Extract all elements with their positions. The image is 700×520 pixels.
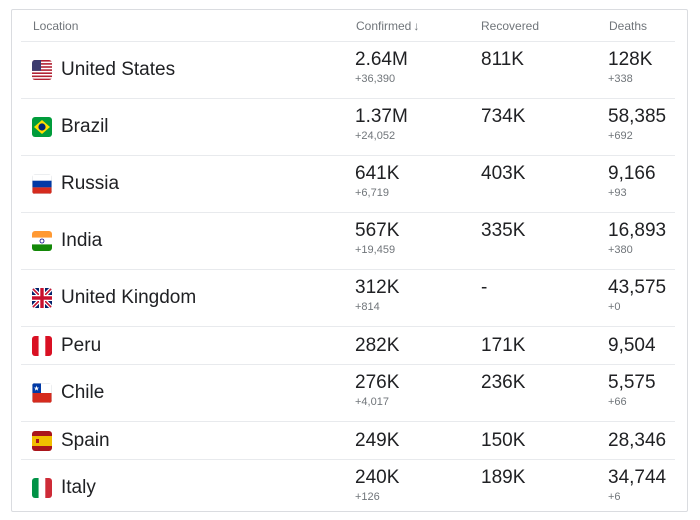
table-row[interactable]: United Kingdom 312K +814 - 43,575 +0 bbox=[21, 270, 675, 327]
confirmed-delta: +24,052 bbox=[355, 130, 396, 142]
table-row[interactable]: Brazil 1.37M +24,052 734K 58,385 +692 bbox=[21, 99, 675, 156]
deaths-delta: +380 bbox=[608, 244, 633, 256]
deaths-delta: +338 bbox=[608, 73, 633, 85]
confirmed-value: 312K bbox=[355, 277, 400, 298]
recovered-value: 335K bbox=[481, 220, 526, 241]
confirmed-value: 2.64M bbox=[355, 49, 408, 70]
country-name: Peru bbox=[61, 335, 102, 356]
table-row[interactable]: Russia 641K +6,719 403K 9,166 +93 bbox=[21, 156, 675, 213]
country-name: Chile bbox=[61, 382, 105, 403]
confirmed-delta: +6,719 bbox=[355, 187, 389, 199]
recovered-value: - bbox=[481, 277, 488, 298]
country-name: Russia bbox=[61, 173, 120, 194]
spain-flag-icon bbox=[32, 431, 52, 451]
deaths-delta: +0 bbox=[608, 301, 621, 313]
confirmed-delta: +126 bbox=[355, 491, 380, 503]
arrow-down-icon: ↓ bbox=[413, 19, 420, 33]
confirmed-value: 641K bbox=[355, 163, 400, 184]
confirmed-value: 249K bbox=[355, 430, 400, 451]
deaths-delta: +692 bbox=[608, 130, 633, 142]
deaths-value: 128K bbox=[608, 49, 653, 70]
russia-flag-icon bbox=[32, 174, 52, 194]
deaths-value: 58,385 bbox=[608, 106, 667, 127]
deaths-delta: +93 bbox=[608, 187, 627, 199]
peru-flag-icon bbox=[32, 336, 52, 356]
recovered-value: 811K bbox=[481, 49, 524, 70]
recovered-value: 403K bbox=[481, 163, 526, 184]
country-name: Spain bbox=[61, 430, 110, 451]
recovered-value: 189K bbox=[481, 467, 526, 488]
stats-table-card bbox=[11, 9, 688, 512]
table-row[interactable]: Spain 249K 150K 28,346 bbox=[21, 422, 675, 460]
uk-flag-icon bbox=[32, 288, 52, 308]
confirmed-value: 567K bbox=[355, 220, 400, 241]
table-row[interactable]: Peru 282K 171K 9,504 bbox=[21, 327, 675, 365]
column-header-confirmed-label: Confirmed bbox=[356, 19, 412, 33]
deaths-value: 9,504 bbox=[608, 335, 656, 356]
country-name: India bbox=[61, 230, 103, 251]
deaths-value: 34,744 bbox=[608, 467, 667, 488]
country-name: United States bbox=[61, 59, 176, 80]
deaths-value: 16,893 bbox=[608, 220, 667, 241]
confirmed-value: 276K bbox=[355, 372, 400, 393]
italy-flag-icon bbox=[32, 478, 52, 498]
deaths-value: 43,575 bbox=[608, 277, 667, 298]
us-flag-icon bbox=[32, 60, 52, 80]
deaths-value: 5,575 bbox=[608, 372, 656, 393]
recovered-value: 236K bbox=[481, 372, 526, 393]
country-name: United Kingdom bbox=[61, 287, 197, 308]
table-row[interactable]: Italy 240K +126 189K 34,744 +6 bbox=[21, 460, 675, 512]
deaths-value: 9,166 bbox=[608, 163, 656, 184]
deaths-value: 28,346 bbox=[608, 430, 667, 451]
confirmed-delta: +19,459 bbox=[355, 244, 396, 256]
table-row[interactable]: United States 2.64M +36,390 811K 128K +3… bbox=[21, 42, 675, 99]
table-row[interactable]: Chile 276K +4,017 236K 5,575 +66 bbox=[21, 365, 675, 422]
india-flag-icon bbox=[32, 231, 52, 251]
column-header-location[interactable]: Location bbox=[33, 19, 79, 33]
confirmed-value: 240K bbox=[355, 467, 400, 488]
confirmed-delta: +36,390 bbox=[355, 73, 396, 85]
recovered-value: 171K bbox=[481, 335, 526, 356]
confirmed-delta: +4,017 bbox=[355, 396, 389, 408]
confirmed-value: 1.37M bbox=[355, 106, 408, 127]
table-row[interactable]: India 567K +19,459 335K 16,893 +380 bbox=[21, 213, 675, 270]
table-header: Location Confirmed ↓ Recovered Deaths bbox=[21, 13, 675, 42]
recovered-value: 734K bbox=[481, 106, 526, 127]
confirmed-delta: +814 bbox=[355, 301, 380, 313]
column-header-recovered[interactable]: Recovered bbox=[481, 19, 540, 33]
deaths-delta: +66 bbox=[608, 396, 627, 408]
column-header-confirmed[interactable]: Confirmed ↓ bbox=[356, 19, 419, 33]
recovered-value: 150K bbox=[481, 430, 526, 451]
confirmed-value: 282K bbox=[355, 335, 400, 356]
column-header-deaths[interactable]: Deaths bbox=[609, 19, 648, 33]
deaths-delta: +6 bbox=[608, 491, 621, 503]
brazil-flag-icon bbox=[32, 117, 52, 137]
chile-flag-icon bbox=[32, 383, 52, 403]
country-name: Italy bbox=[61, 477, 96, 498]
country-name: Brazil bbox=[61, 116, 109, 137]
